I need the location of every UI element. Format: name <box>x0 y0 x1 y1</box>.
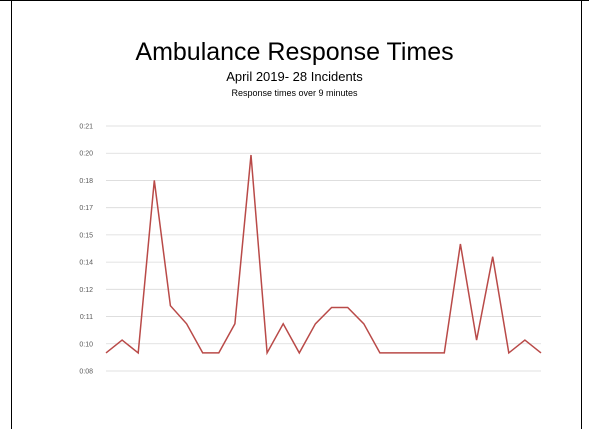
data-point <box>411 351 414 354</box>
y-tick-label: 0:14 <box>79 260 93 267</box>
data-point <box>201 351 204 354</box>
data-point <box>330 306 333 309</box>
data-point <box>298 351 301 354</box>
data-point <box>314 322 317 325</box>
data-point <box>137 351 140 354</box>
data-point <box>121 339 124 342</box>
slide-border-right <box>581 0 582 429</box>
slide-border-left <box>11 0 12 429</box>
data-point <box>346 306 349 309</box>
data-point <box>491 255 494 258</box>
y-tick-label: 0:11 <box>80 314 93 321</box>
y-tick-label: 0:08 <box>79 369 93 376</box>
data-point <box>282 322 285 325</box>
data-point <box>475 339 478 342</box>
y-tick-label: 0:21 <box>79 124 93 131</box>
data-point <box>362 322 365 325</box>
data-point <box>250 154 253 157</box>
y-tick-label: 0:17 <box>79 205 93 212</box>
data-point <box>395 351 398 354</box>
data-point <box>427 351 430 354</box>
y-tick-label: 0:12 <box>79 287 93 294</box>
data-point <box>169 304 172 307</box>
chart-subtitle-secondary: Response times over 9 minutes <box>231 88 358 98</box>
data-point <box>233 322 236 325</box>
data-point <box>443 351 446 354</box>
y-tick-label: 0:15 <box>79 232 93 239</box>
data-point <box>153 179 156 182</box>
series-line <box>105 154 542 356</box>
data-point <box>459 242 462 245</box>
data-point <box>378 351 381 354</box>
chart-subtitle: April 2019- 28 Incidents <box>226 69 363 84</box>
slide-border-top <box>0 0 589 1</box>
data-point <box>217 351 220 354</box>
series-lines <box>105 154 543 356</box>
data-point <box>185 322 188 325</box>
y-tick-label: 0:20 <box>79 151 93 158</box>
data-point <box>266 351 269 354</box>
y-axis-tick-labels: 0:08 0:10 0:11 0:12 0:14 0:15 0:17 0:18 0:20 0:21 <box>79 124 93 376</box>
data-point <box>105 351 108 354</box>
y-tick-label: 0:10 <box>79 341 93 348</box>
chart-title: Ambulance Response Times <box>135 38 454 66</box>
data-point <box>507 351 510 354</box>
data-point <box>523 339 526 342</box>
y-tick-label: 0:18 <box>79 178 93 185</box>
data-point <box>540 351 543 354</box>
